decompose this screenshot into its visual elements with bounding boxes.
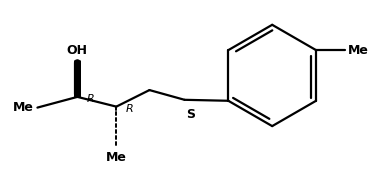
- Text: Me: Me: [348, 44, 369, 57]
- Text: Me: Me: [106, 152, 127, 164]
- Text: R: R: [87, 94, 95, 104]
- Text: OH: OH: [67, 44, 88, 57]
- Text: R: R: [126, 104, 134, 114]
- Text: Me: Me: [12, 101, 33, 114]
- Text: S: S: [186, 108, 195, 121]
